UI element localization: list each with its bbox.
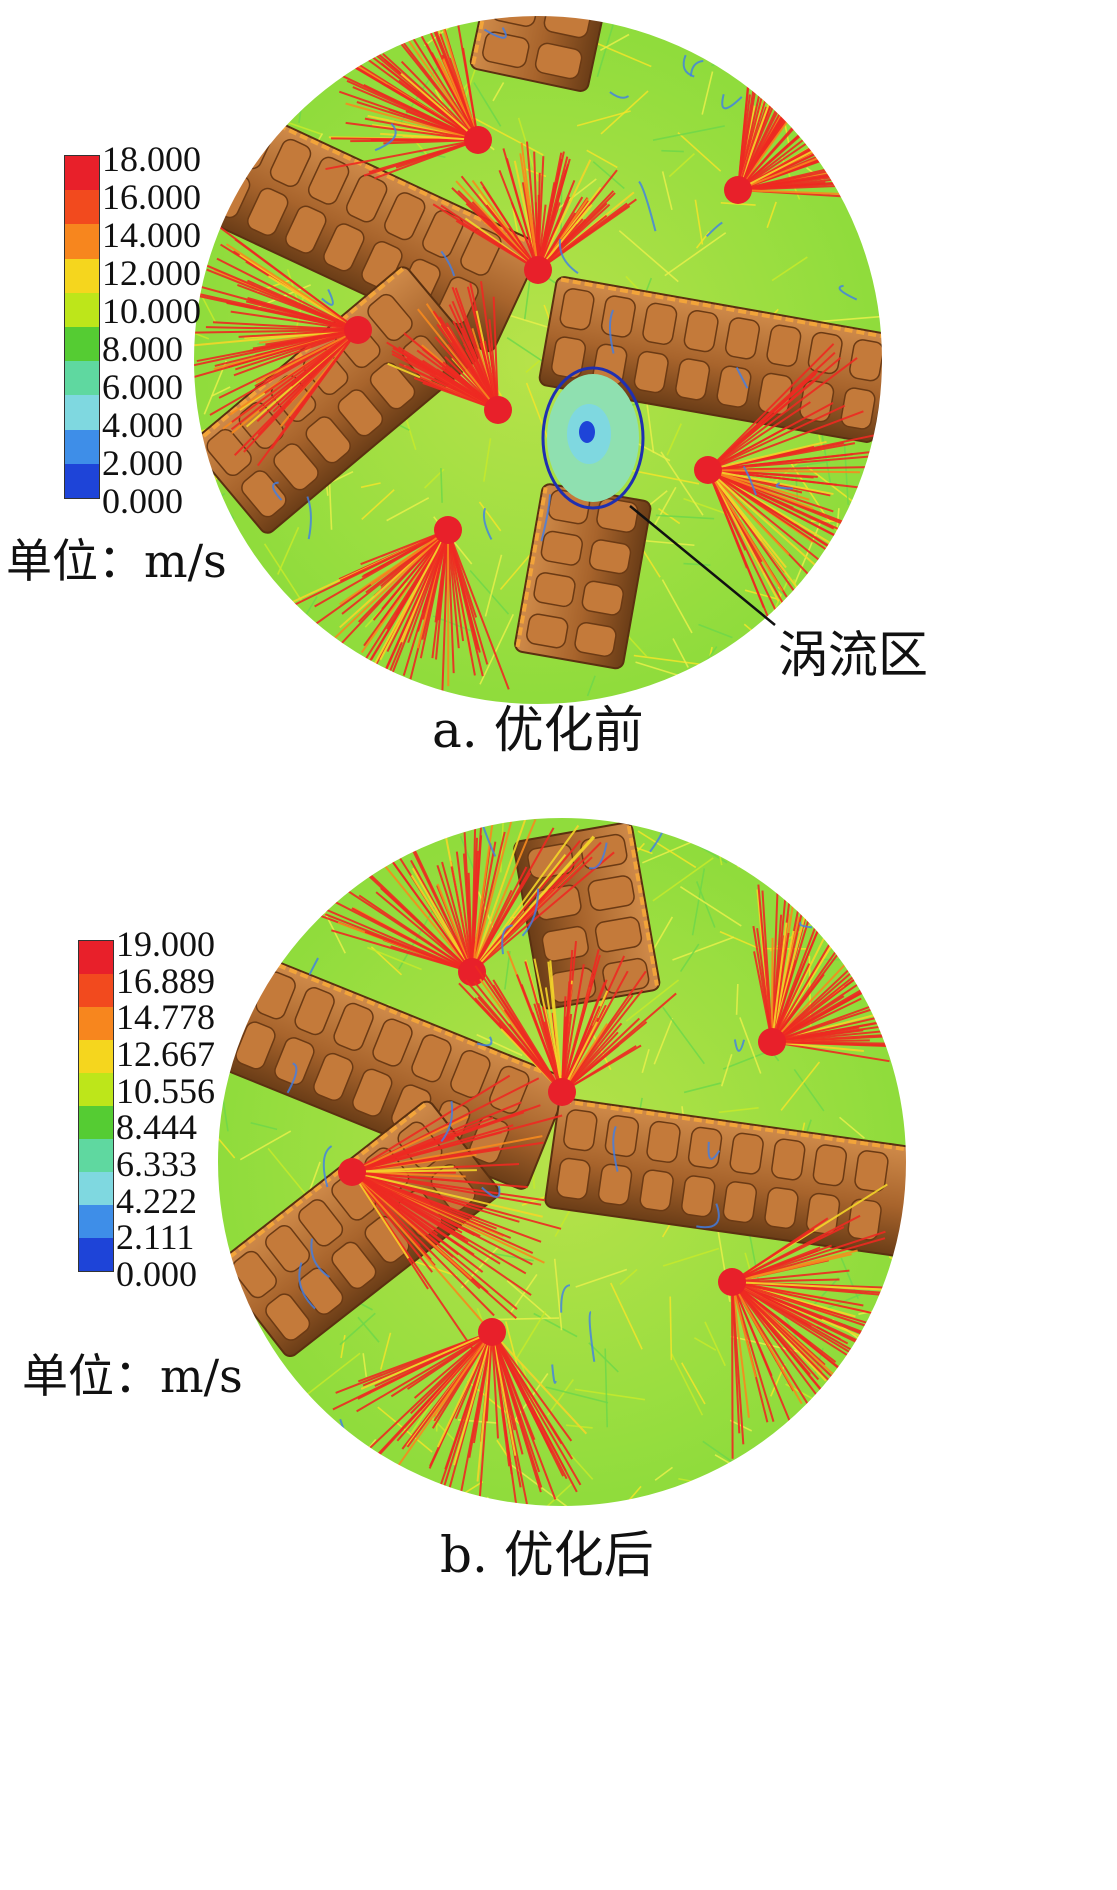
cutter-blade bbox=[220, 957, 570, 1190]
legend-swatch bbox=[65, 156, 99, 191]
nozzle-jet-burst bbox=[386, 281, 512, 424]
legend-tick-label: 0.000 bbox=[116, 1254, 197, 1294]
legend-swatch bbox=[65, 395, 99, 430]
nozzle-jet-burst bbox=[306, 817, 615, 986]
legend-swatch bbox=[65, 463, 99, 498]
legend-color-bar bbox=[78, 940, 114, 1272]
legend-tick-label: 8.444 bbox=[116, 1107, 197, 1148]
vortex-region-label: 涡流区 bbox=[778, 626, 928, 684]
legend-color-bar bbox=[64, 155, 100, 499]
vortex-region bbox=[541, 366, 645, 510]
legend-tick-label: 16.889 bbox=[116, 960, 215, 1001]
legend-tick-label: 16.000 bbox=[102, 177, 201, 217]
legend-swatch bbox=[79, 1040, 113, 1073]
nozzle-jet-burst bbox=[694, 343, 883, 630]
color-legend-before: 18.000 16.000 14.000 12.000 10.000 8.000 6.000… bbox=[64, 141, 234, 519]
legend-tick-label: 4.222 bbox=[116, 1180, 197, 1221]
legend-swatch bbox=[79, 974, 113, 1007]
legend-tick-label: 18.000 bbox=[102, 139, 201, 179]
legend-tick-label: 10.556 bbox=[116, 1070, 215, 1111]
legend-tick-label: 2.111 bbox=[116, 1217, 195, 1258]
legend-tick-label: 14.778 bbox=[116, 997, 215, 1038]
vortex-callout-line bbox=[629, 505, 776, 626]
legend-tick-label: 14.000 bbox=[102, 215, 201, 255]
unit-label: 单位：m/s bbox=[22, 1349, 243, 1403]
nozzle-jet-burst bbox=[752, 859, 907, 1063]
legend-tick-label: 10.000 bbox=[102, 291, 201, 331]
velocity-field-disk-after bbox=[216, 816, 908, 1508]
legend-swatch bbox=[79, 1106, 113, 1139]
legend-swatch bbox=[79, 941, 113, 974]
panel-after-optimization: 19.000 16.889 14.778 12.667 10.556 8.444 6.333… bbox=[0, 816, 1117, 1890]
legend-swatch bbox=[79, 1238, 113, 1271]
legend-swatch bbox=[79, 1073, 113, 1106]
legend-swatch bbox=[79, 1205, 113, 1238]
legend-tick-label: 2.000 bbox=[102, 443, 183, 483]
legend-tick-label: 6.333 bbox=[116, 1144, 197, 1184]
nozzle-jet-burst bbox=[332, 1318, 588, 1507]
legend-swatch bbox=[65, 361, 99, 396]
nozzle-jet-burst bbox=[718, 1183, 907, 1459]
nozzle-jet-burst bbox=[432, 141, 637, 284]
nozzle-jet-burst bbox=[279, 516, 510, 696]
legend-swatch bbox=[79, 1139, 113, 1172]
cutter-blade bbox=[514, 483, 652, 670]
panel-before-optimization: 18.000 16.000 14.000 12.000 10.000 8.000 6.000… bbox=[0, 0, 1117, 930]
legend-tick-label: 4.000 bbox=[102, 405, 183, 445]
legend-tick-label: 12.000 bbox=[102, 253, 201, 293]
legend-tick-label: 0.000 bbox=[102, 481, 183, 521]
nozzle-jet-burst bbox=[338, 1074, 563, 1351]
legend-swatch bbox=[65, 258, 99, 293]
velocity-field-disk-before bbox=[192, 14, 884, 706]
legend-swatch bbox=[65, 429, 99, 464]
color-legend-after: 19.000 16.889 14.778 12.667 10.556 8.444 6.333… bbox=[78, 926, 248, 1292]
legend-swatch bbox=[65, 326, 99, 362]
legend-tick-label: 8.000 bbox=[102, 329, 183, 369]
legend-swatch bbox=[65, 292, 99, 327]
legend-tick-label: 12.667 bbox=[116, 1034, 215, 1074]
legend-swatch bbox=[79, 1172, 113, 1205]
legend-swatch bbox=[65, 224, 99, 259]
nozzle-jet-burst bbox=[458, 940, 677, 1106]
nozzle-jet-burst bbox=[193, 222, 372, 467]
panel-caption: a. 优化前 bbox=[432, 701, 644, 759]
legend-swatch bbox=[79, 1007, 113, 1040]
legend-swatch bbox=[65, 190, 99, 225]
unit-label: 单位：m/s bbox=[6, 534, 227, 588]
legend-tick-label: 19.000 bbox=[116, 924, 215, 964]
panel-caption: b. 优化后 bbox=[440, 1526, 654, 1584]
legend-tick-label: 6.000 bbox=[102, 367, 183, 407]
